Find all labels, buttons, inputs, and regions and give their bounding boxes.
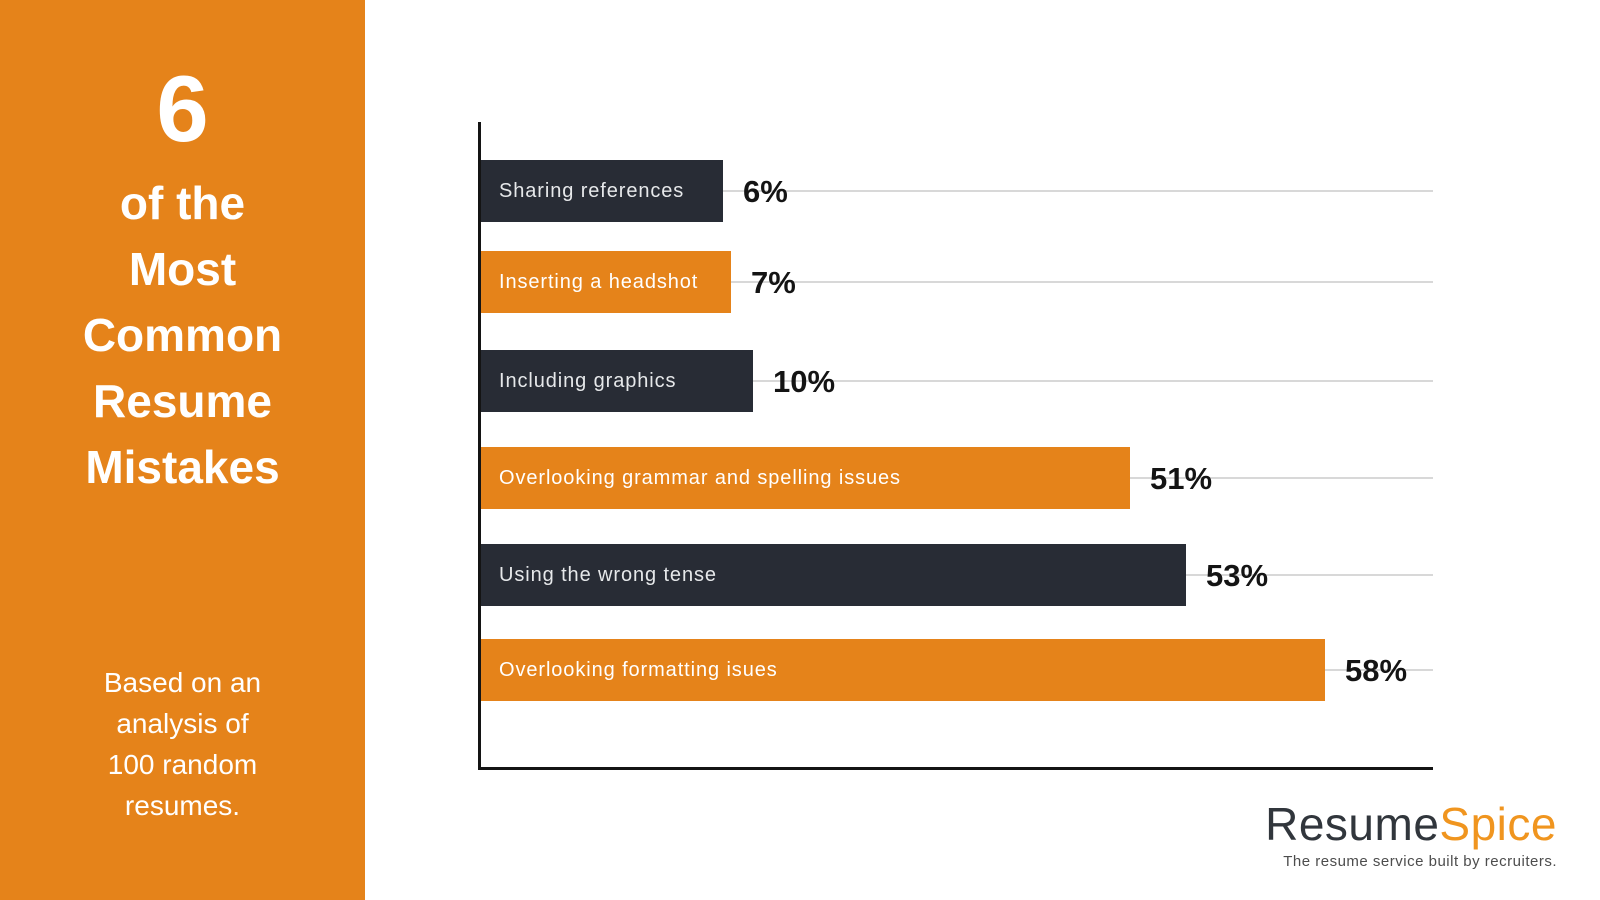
- brand-tagline: The resume service built by recruiters.: [1283, 852, 1557, 870]
- bar-value-label: 7%: [751, 265, 796, 300]
- bar: Inserting a headshot: [481, 251, 731, 313]
- bar-label: Overlooking formatting isues: [499, 658, 778, 681]
- bar: Sharing references: [481, 160, 723, 222]
- x-axis-line: [478, 767, 1433, 770]
- bar: Overlooking formatting isues: [481, 639, 1325, 701]
- brand-name-spice: Spice: [1439, 798, 1557, 850]
- bar-label: Overlooking grammar and spelling issues: [499, 466, 901, 489]
- bar-row: Overlooking grammar and spelling issues 5…: [481, 447, 1433, 509]
- bar-value-label: 53%: [1206, 558, 1269, 593]
- gridline: [481, 380, 1433, 382]
- brand-name: ResumeSpice: [1265, 799, 1557, 850]
- bar-value-label: 10%: [773, 364, 836, 399]
- bar-label: Sharing references: [499, 179, 685, 202]
- bar-row: Overlooking formatting isues 58%: [481, 639, 1433, 701]
- brand-logo: ResumeSpice The resume service built by …: [1265, 799, 1557, 870]
- bar-row: Using the wrong tense 53%: [481, 544, 1433, 606]
- bar: Including graphics: [481, 350, 753, 412]
- bar-label: Using the wrong tense: [499, 563, 717, 586]
- big-number: 6: [156, 56, 209, 161]
- bar-label: Including graphics: [499, 369, 677, 392]
- gridline: [481, 281, 1433, 283]
- bar-value-label: 6%: [743, 174, 788, 209]
- bar-label: Inserting a headshot: [499, 270, 699, 293]
- bar-row: Including graphics 10%: [481, 350, 1433, 412]
- bar: Overlooking grammar and spelling issues: [481, 447, 1130, 509]
- source-note: Based on an analysis of 100 random resum…: [103, 667, 262, 821]
- gridline: [481, 190, 1433, 192]
- bar: Using the wrong tense: [481, 544, 1186, 606]
- bar-value-label: 51%: [1150, 461, 1213, 496]
- bar-row: Sharing references 6%: [481, 160, 1433, 222]
- sidebar-panel: 6 of the Most Common Resume Mistakes Bas…: [0, 0, 365, 900]
- bar-value-label: 58%: [1345, 653, 1408, 688]
- page-title: of the Most Common Resume Mistakes: [82, 177, 283, 493]
- brand-name-resume: Resume: [1265, 798, 1440, 850]
- bar-row: Inserting a headshot 7%: [481, 251, 1433, 313]
- y-axis-line: [478, 122, 481, 770]
